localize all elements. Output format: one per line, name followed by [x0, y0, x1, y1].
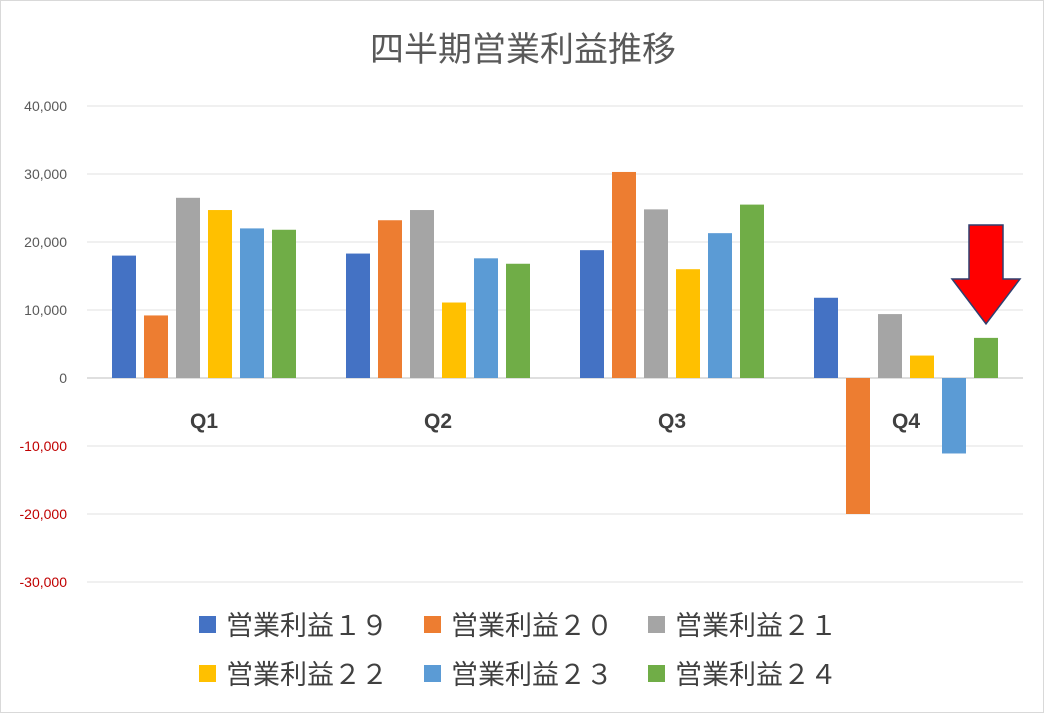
legend-swatch: [199, 616, 216, 633]
legend-label: 営業利益２４: [675, 660, 837, 691]
legend-label: 営業利益１９: [226, 611, 388, 642]
legend-label: 営業利益２０: [451, 611, 613, 642]
y-tick-label: 30,000: [24, 166, 67, 182]
category-label: Q1: [190, 410, 218, 433]
bar: [474, 258, 498, 378]
bar: [378, 220, 402, 378]
y-tick-label: 20,000: [24, 234, 67, 250]
bar: [942, 378, 966, 454]
legend-swatch: [648, 616, 665, 633]
bar: [878, 314, 902, 378]
category-label: Q3: [658, 410, 686, 433]
legend-swatch: [424, 665, 441, 682]
y-tick-label: -20,000: [20, 506, 68, 522]
bar: [240, 228, 264, 378]
bar: [644, 209, 668, 378]
bar: [272, 229, 296, 378]
bar: [112, 255, 136, 378]
chart-title: 四半期営業利益推移: [370, 30, 676, 70]
legend-swatch: [199, 665, 216, 682]
bar: [410, 210, 434, 378]
legend-label: 営業利益２３: [451, 660, 613, 691]
category-labels: Q1 Q2 Q3 Q4: [190, 410, 920, 433]
legend-label: 営業利益２１: [675, 611, 837, 642]
bar: [814, 297, 838, 378]
down-arrow-annotation: [950, 224, 1022, 326]
bar: [208, 210, 232, 378]
y-tick-label: -30,000: [20, 574, 68, 590]
y-tick-label: 0: [59, 370, 67, 386]
legend-label: 営業利益２２: [226, 660, 388, 691]
bar: [506, 263, 530, 378]
bar: [612, 171, 636, 378]
legend-swatch: [648, 665, 665, 682]
bar: [974, 337, 998, 378]
bar: [346, 253, 370, 378]
y-tick-label: 10,000: [24, 302, 67, 318]
bar: [580, 250, 604, 378]
legend-swatch: [424, 616, 441, 633]
bar: [740, 204, 764, 378]
legend: 営業利益１９ 営業利益２０ 営業利益２１ 営業利益２２ 営業利益２３ 営業利益２４: [199, 611, 837, 691]
bars: [112, 171, 998, 514]
y-tick-label: 40,000: [24, 98, 67, 114]
annotation: [950, 224, 1022, 326]
bar: [910, 355, 934, 378]
bar: [176, 197, 200, 378]
bar: [708, 233, 732, 378]
category-label: Q4: [892, 410, 920, 433]
bar: [846, 378, 870, 514]
bar: [442, 302, 466, 378]
bar: [144, 315, 168, 378]
bar: [676, 269, 700, 378]
y-axis-tick-labels: 40,000 30,000 20,000 10,000 0 -10,000 -20,000 -…: [20, 98, 68, 590]
category-label: Q2: [424, 410, 452, 433]
y-tick-label: -10,000: [20, 438, 68, 454]
